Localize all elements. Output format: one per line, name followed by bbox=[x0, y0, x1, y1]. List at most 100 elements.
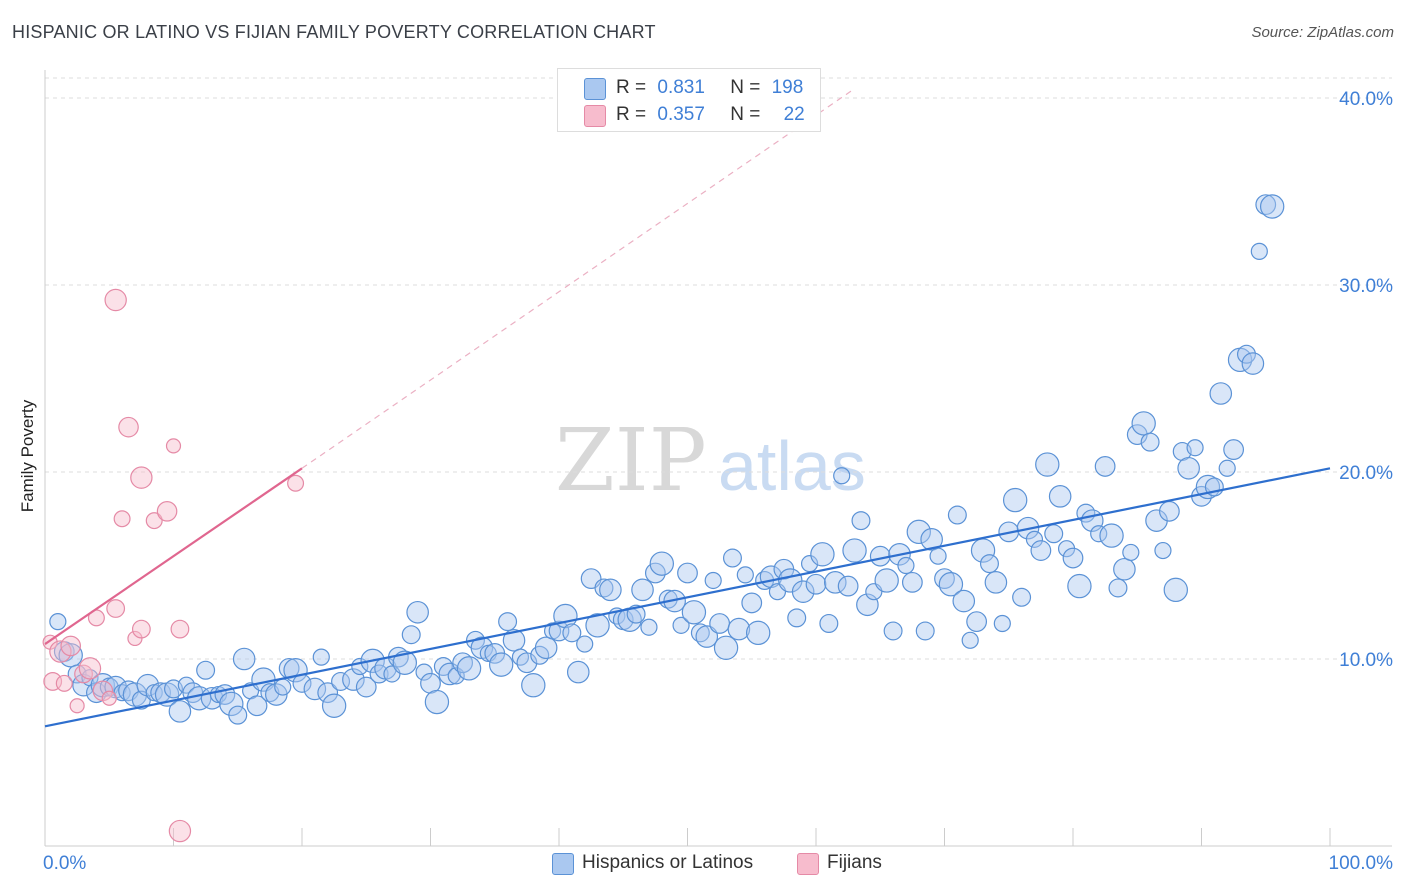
data-point bbox=[1195, 474, 1221, 500]
data-point bbox=[420, 672, 441, 694]
data-point bbox=[929, 547, 947, 565]
legend-n-value: 198 bbox=[771, 77, 804, 98]
data-point bbox=[837, 575, 859, 597]
trend-line-hispanics bbox=[44, 467, 1331, 728]
data-point bbox=[1158, 500, 1180, 522]
data-point bbox=[952, 589, 976, 613]
data-point bbox=[1044, 524, 1064, 544]
source-label: Source: ZipAtlas.com bbox=[1251, 24, 1394, 41]
data-point bbox=[106, 599, 126, 618]
data-point bbox=[219, 691, 244, 717]
data-point bbox=[704, 571, 722, 590]
data-point bbox=[1223, 439, 1245, 460]
trend-lines bbox=[44, 88, 1331, 728]
data-point bbox=[1250, 242, 1268, 260]
data-point bbox=[1094, 456, 1116, 477]
data-point bbox=[626, 604, 646, 624]
data-point bbox=[599, 578, 622, 602]
data-point bbox=[1113, 557, 1136, 581]
data-point bbox=[713, 635, 739, 660]
legend-swatch-blue bbox=[584, 78, 606, 100]
data-point bbox=[521, 672, 546, 698]
data-point bbox=[920, 528, 943, 551]
data-point bbox=[1035, 452, 1060, 477]
watermark-atlas: atlas bbox=[718, 427, 866, 505]
data-point bbox=[312, 648, 330, 666]
y-tick-label: 10.0% bbox=[1339, 650, 1393, 671]
data-point bbox=[984, 571, 1008, 594]
data-point bbox=[562, 623, 582, 643]
data-point bbox=[805, 573, 827, 595]
legend-r-value: 0.357 bbox=[657, 104, 705, 125]
data-point bbox=[118, 416, 139, 438]
data-point bbox=[424, 689, 450, 715]
axes bbox=[44, 70, 1392, 847]
trend-line-fijians-extension bbox=[301, 88, 855, 469]
data-point bbox=[355, 676, 377, 698]
legend-r-label: R = bbox=[616, 77, 647, 98]
data-point bbox=[1154, 541, 1172, 560]
data-point bbox=[553, 603, 578, 629]
data-point bbox=[1209, 382, 1233, 405]
data-point bbox=[78, 657, 102, 680]
data-point bbox=[303, 677, 327, 701]
data-point bbox=[534, 636, 558, 660]
data-point bbox=[168, 819, 192, 843]
data-point bbox=[1062, 547, 1084, 569]
data-point bbox=[156, 500, 178, 522]
data-point bbox=[55, 674, 73, 692]
y-tick-label: 20.0% bbox=[1339, 463, 1393, 484]
data-point bbox=[113, 510, 131, 528]
data-point bbox=[906, 519, 932, 545]
data-point bbox=[1259, 194, 1285, 219]
data-point bbox=[823, 571, 847, 594]
data-point bbox=[709, 613, 731, 634]
watermark-zip: ZIP bbox=[555, 411, 707, 511]
legend-n-label: N = bbox=[730, 104, 761, 125]
data-point bbox=[745, 620, 771, 646]
data-point bbox=[168, 700, 192, 723]
data-point bbox=[810, 542, 835, 567]
data-point bbox=[681, 600, 707, 625]
data-point bbox=[874, 568, 899, 593]
data-point bbox=[49, 640, 72, 663]
data-point bbox=[576, 635, 594, 653]
data-point bbox=[131, 619, 151, 639]
data-point bbox=[406, 600, 429, 624]
data-point bbox=[993, 614, 1011, 633]
y-tick-label: 30.0% bbox=[1339, 276, 1393, 297]
data-point bbox=[727, 617, 751, 641]
trend-line-fijians bbox=[44, 467, 303, 645]
data-point bbox=[101, 690, 117, 706]
data-point bbox=[979, 554, 999, 574]
data-point bbox=[741, 592, 763, 614]
data-point bbox=[1186, 439, 1204, 457]
data-point bbox=[1177, 456, 1200, 480]
data-point bbox=[791, 580, 815, 603]
data-point bbox=[498, 612, 518, 632]
data-point bbox=[833, 467, 851, 485]
data-point bbox=[1099, 523, 1124, 548]
data-point bbox=[1241, 352, 1265, 375]
grid-lines bbox=[45, 77, 1392, 660]
chart-title: HISPANIC OR LATINO VS FIJIAN FAMILY POVE… bbox=[12, 22, 656, 42]
data-point bbox=[165, 438, 182, 454]
data-point bbox=[264, 683, 288, 706]
y-tick-label: 40.0% bbox=[1339, 89, 1393, 110]
data-point bbox=[819, 613, 839, 633]
data-point bbox=[631, 578, 654, 602]
data-point bbox=[321, 693, 347, 718]
data-point bbox=[1030, 540, 1052, 561]
data-point bbox=[677, 562, 698, 584]
data-point bbox=[961, 631, 979, 649]
data-point bbox=[566, 660, 590, 684]
data-point bbox=[722, 548, 742, 568]
data-point bbox=[49, 613, 67, 631]
data-point bbox=[69, 698, 85, 714]
legend-n-label: N = bbox=[730, 77, 761, 98]
data-point bbox=[883, 621, 903, 641]
data-point bbox=[60, 635, 81, 657]
tick-labels: 10.0% 20.0% 30.0% 40.0% 0.0% 100.0% bbox=[43, 89, 1393, 874]
data-point bbox=[1067, 573, 1092, 599]
